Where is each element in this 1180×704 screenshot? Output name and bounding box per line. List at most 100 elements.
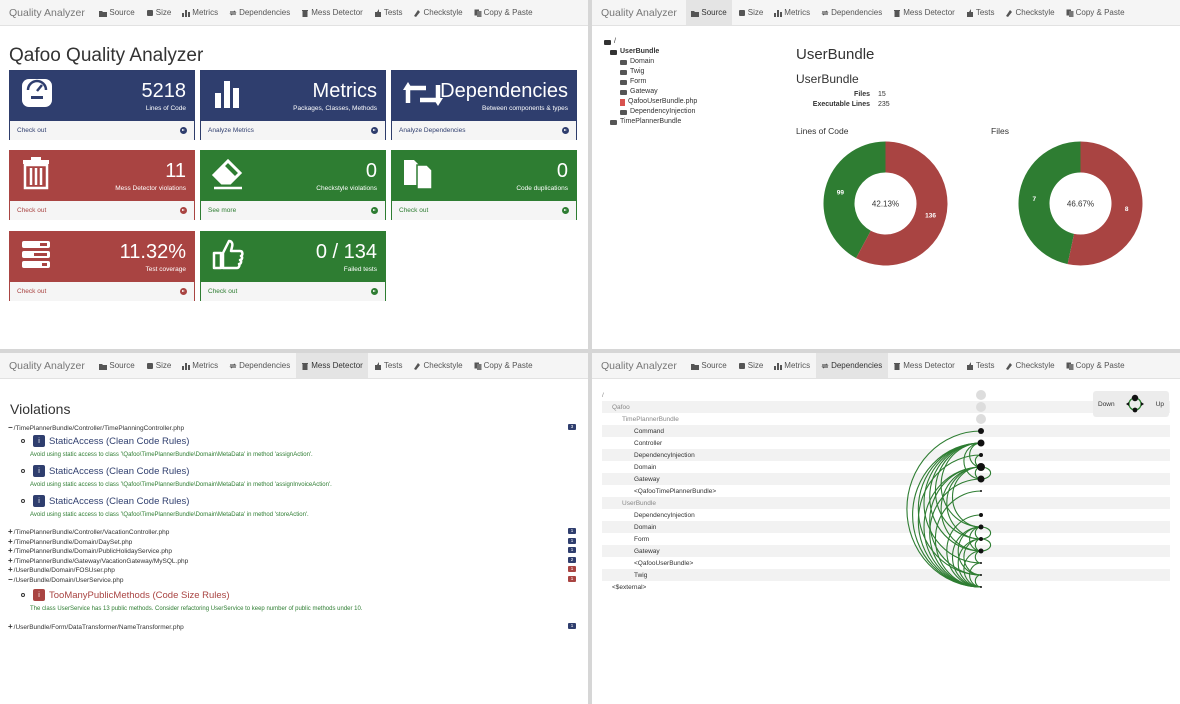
- dependency-node[interactable]: [976, 402, 986, 412]
- tree-node[interactable]: Domain: [604, 57, 697, 67]
- tree-node[interactable]: UserBundle: [604, 47, 697, 57]
- dependency-node[interactable]: [977, 475, 985, 483]
- dependency-row[interactable]: <QafooUserBundle>: [602, 557, 1170, 569]
- file-path: /TimePlannerBundle/Controller/TimePlanni…: [13, 425, 185, 432]
- violation-file-row[interactable]: +/TimePlannerBundle/Domain/DaySet.php: [8, 537, 132, 546]
- nav-copy-paste[interactable]: Copy & Paste: [1060, 353, 1130, 378]
- nav-mess-detector[interactable]: Mess Detector: [888, 353, 961, 378]
- dependency-row[interactable]: DependencyInjection: [602, 449, 1170, 461]
- rule-description: Avoid using static access to class '\Qaf…: [30, 452, 313, 458]
- tree-node[interactable]: Gateway: [604, 87, 697, 97]
- nav-source[interactable]: Source: [94, 353, 140, 378]
- nav-mess-detector[interactable]: Mess Detector: [296, 0, 369, 25]
- nav-dependencies[interactable]: Dependencies: [815, 353, 888, 378]
- tree-node[interactable]: QafooUserBundle.php: [604, 97, 697, 107]
- dependency-row[interactable]: /: [602, 389, 1170, 401]
- nav-mess-detector[interactable]: Mess Detector: [888, 0, 961, 25]
- nav-size[interactable]: Size: [140, 0, 177, 25]
- dependency-row[interactable]: DependencyInjection: [602, 509, 1170, 521]
- tree-node[interactable]: TimePlannerBundle: [604, 117, 697, 127]
- nav-checkstyle[interactable]: Checkstyle: [408, 0, 468, 25]
- dependency-node[interactable]: [977, 463, 985, 471]
- brand-link[interactable]: Quality Analyzer: [9, 359, 85, 372]
- brand-link[interactable]: Quality Analyzer: [9, 6, 85, 19]
- tile-link[interactable]: Analyze Metrics: [201, 121, 385, 140]
- nav-tests[interactable]: Tests: [368, 353, 408, 378]
- dependency-row[interactable]: TimePlannerBundle: [602, 413, 1170, 425]
- tree-node[interactable]: /: [604, 37, 697, 47]
- nav-dependencies[interactable]: Dependencies: [224, 353, 296, 378]
- tile-link[interactable]: Analyze Dependencies: [392, 121, 576, 140]
- nav-checkstyle[interactable]: Checkstyle: [1000, 353, 1060, 378]
- nav-source[interactable]: Source: [685, 0, 733, 25]
- nav-metrics[interactable]: Metrics: [177, 353, 224, 378]
- tree-node[interactable]: Form: [604, 77, 697, 87]
- dependency-row[interactable]: <$external>: [602, 581, 1170, 593]
- violation-file-row[interactable]: −/UserBundle/Domain/UserService.php: [8, 575, 124, 584]
- rule-name: StaticAccess (Clean Code Rules): [49, 465, 190, 477]
- violation-file-row[interactable]: +/TimePlannerBundle/Domain/PublicHoliday…: [8, 546, 172, 555]
- dependency-node[interactable]: [978, 548, 984, 554]
- dependency-row[interactable]: Domain: [602, 461, 1170, 473]
- dependency-row[interactable]: Twig: [602, 569, 1170, 581]
- direction-toggle[interactable]: Down Up: [1093, 391, 1169, 417]
- tile-link[interactable]: Check out: [10, 201, 194, 220]
- dependency-node[interactable]: [977, 439, 985, 447]
- tile-link[interactable]: Check out: [10, 121, 194, 140]
- dependency-row[interactable]: Command: [602, 425, 1170, 437]
- violation-file-row[interactable]: +/UserBundle/Form/DataTransformer/NameTr…: [8, 622, 184, 631]
- violation-file-row[interactable]: +/TimePlannerBundle/Gateway/VacationGate…: [8, 556, 188, 565]
- nav-dependencies[interactable]: Dependencies: [224, 0, 296, 25]
- dependency-node[interactable]: [978, 524, 984, 530]
- dependency-node[interactable]: [976, 390, 986, 400]
- dependency-row[interactable]: Gateway: [602, 473, 1170, 485]
- nav-tests[interactable]: Tests: [960, 353, 1000, 378]
- tile-link[interactable]: Check out: [10, 282, 194, 301]
- nav-checkstyle[interactable]: Checkstyle: [408, 353, 468, 378]
- dependency-row[interactable]: Domain: [602, 521, 1170, 533]
- dependency-node[interactable]: [979, 453, 983, 457]
- tile-link[interactable]: See more: [201, 201, 385, 220]
- nav-metrics[interactable]: Metrics: [769, 0, 816, 25]
- nav-copy-paste[interactable]: Copy & Paste: [468, 353, 538, 378]
- nav-metrics[interactable]: Metrics: [769, 353, 816, 378]
- dependency-node[interactable]: [980, 562, 982, 564]
- violation-file-row[interactable]: −/TimePlannerBundle/Controller/TimePlann…: [8, 423, 184, 432]
- tree-node[interactable]: Twig: [604, 67, 697, 77]
- dependency-node[interactable]: [976, 414, 986, 424]
- violation-file-row[interactable]: +/UserBundle/Domain/FOSUser.php: [8, 565, 115, 574]
- tree-node[interactable]: DependencyInjection: [604, 107, 697, 117]
- nav-tests[interactable]: Tests: [368, 0, 408, 25]
- tile-link[interactable]: Check out: [392, 201, 576, 220]
- nav-copy-paste[interactable]: Copy & Paste: [468, 0, 538, 25]
- nav-size[interactable]: Size: [732, 353, 769, 378]
- dependency-node[interactable]: [979, 513, 983, 517]
- slice-label: 99: [837, 190, 845, 197]
- dependency-row[interactable]: Gateway: [602, 545, 1170, 557]
- dependency-node[interactable]: [980, 574, 982, 576]
- dependency-row[interactable]: Form: [602, 533, 1170, 545]
- nav-checkstyle[interactable]: Checkstyle: [1000, 0, 1060, 25]
- nav-mess-detector[interactable]: Mess Detector: [295, 353, 369, 378]
- dependency-node[interactable]: [980, 586, 982, 588]
- nav-size[interactable]: Size: [140, 353, 177, 378]
- nav-tests[interactable]: Tests: [960, 0, 1000, 25]
- nav-source[interactable]: Source: [686, 353, 732, 378]
- nav-dependencies[interactable]: Dependencies: [816, 0, 888, 25]
- brand-link[interactable]: Quality Analyzer: [601, 359, 677, 372]
- nav-source[interactable]: Source: [94, 0, 140, 25]
- nav-copy-paste[interactable]: Copy & Paste: [1060, 0, 1130, 25]
- dependency-row[interactable]: Qafoo: [602, 401, 1170, 413]
- brand-link[interactable]: Quality Analyzer: [601, 6, 677, 19]
- dependency-node[interactable]: [980, 490, 982, 492]
- dependency-arc: [963, 550, 982, 588]
- dependency-node[interactable]: [978, 428, 984, 434]
- dependency-row[interactable]: Controller: [602, 437, 1170, 449]
- tile-link[interactable]: Check out: [201, 282, 385, 301]
- dependency-row[interactable]: <QafooTimePlannerBundle>: [602, 485, 1170, 497]
- dependency-row[interactable]: UserBundle: [602, 497, 1170, 509]
- dependency-node[interactable]: [979, 537, 983, 541]
- nav-size[interactable]: Size: [732, 0, 769, 25]
- violation-file-row[interactable]: +/TimePlannerBundle/Controller/VacationC…: [8, 527, 169, 536]
- nav-metrics[interactable]: Metrics: [177, 0, 224, 25]
